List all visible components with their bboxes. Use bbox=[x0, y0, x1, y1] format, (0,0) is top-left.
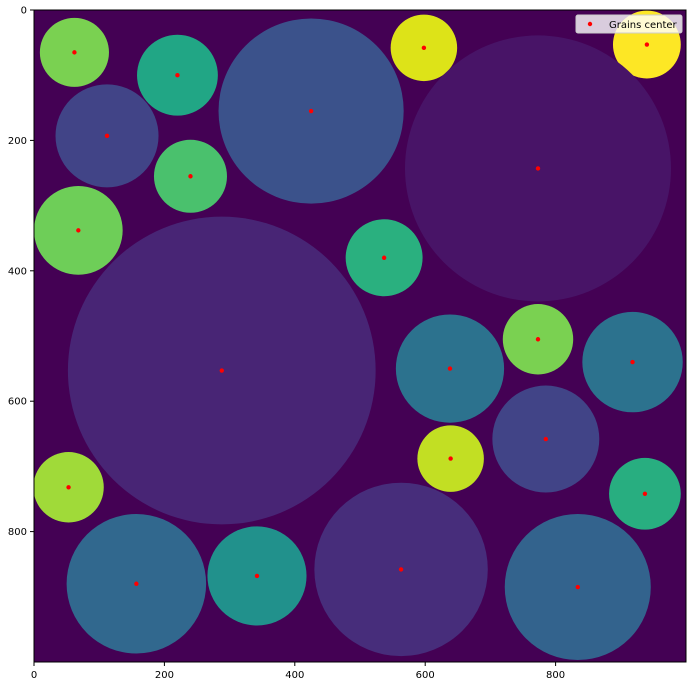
grain-center-16 bbox=[448, 456, 453, 461]
legend-label: Grains center bbox=[609, 20, 678, 31]
grain-center-11 bbox=[219, 368, 224, 373]
grain-center-10 bbox=[381, 255, 387, 260]
grain-center-5 bbox=[644, 42, 650, 47]
grain-center-21 bbox=[398, 567, 404, 572]
x-tick-label: 200 bbox=[155, 670, 174, 681]
x-tick-label: 600 bbox=[416, 670, 435, 681]
y-tick-label: 0 bbox=[21, 6, 27, 17]
grain-center-1 bbox=[72, 50, 77, 55]
grain-center-6 bbox=[104, 133, 110, 139]
grain-centers-layer bbox=[66, 42, 650, 590]
y-tick-label: 400 bbox=[8, 266, 27, 277]
grain-center-22 bbox=[575, 584, 580, 590]
grain-center-2 bbox=[175, 73, 180, 78]
x-tick-label: 0 bbox=[31, 670, 37, 681]
grain-center-15 bbox=[543, 436, 549, 442]
x-tick-label: 800 bbox=[546, 670, 565, 681]
grain-center-13 bbox=[447, 366, 453, 371]
y-tick-label: 600 bbox=[8, 397, 27, 408]
grains-layer bbox=[34, 10, 683, 661]
grain-center-12 bbox=[535, 337, 541, 342]
grain-center-9 bbox=[76, 228, 81, 233]
grain-center-3 bbox=[308, 108, 314, 114]
axes-frame bbox=[33, 9, 687, 663]
y-tick-label: 800 bbox=[8, 527, 27, 538]
grain-center-19 bbox=[134, 581, 139, 586]
y-tick-label: 200 bbox=[8, 136, 27, 147]
grain-center-17 bbox=[66, 485, 71, 490]
grain-center-14 bbox=[630, 359, 635, 365]
grain-center-18 bbox=[642, 491, 648, 496]
legend-marker-dot bbox=[587, 21, 593, 27]
grain-center-4 bbox=[421, 45, 427, 51]
grain-center-7 bbox=[188, 174, 193, 179]
legend-box bbox=[575, 14, 683, 34]
grain-center-8 bbox=[535, 166, 541, 171]
axes: 0 200 400 600 800 0 200 400 600 800 bbox=[8, 6, 687, 681]
legend: Grains center bbox=[575, 14, 683, 34]
x-tick-label: 400 bbox=[285, 670, 304, 681]
grain-center-20 bbox=[254, 573, 260, 579]
